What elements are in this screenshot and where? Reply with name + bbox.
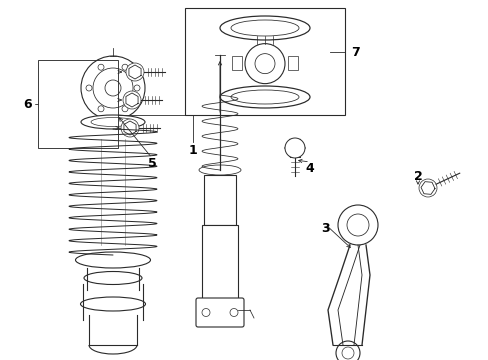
Circle shape: [229, 309, 238, 316]
Bar: [231, 56, 242, 69]
Ellipse shape: [199, 165, 241, 175]
Circle shape: [341, 347, 353, 359]
Circle shape: [289, 143, 299, 153]
Text: 6: 6: [23, 98, 32, 111]
Circle shape: [254, 54, 274, 74]
Circle shape: [98, 106, 104, 112]
Ellipse shape: [84, 271, 142, 284]
Polygon shape: [123, 121, 136, 135]
Text: 1: 1: [188, 144, 197, 157]
Circle shape: [122, 106, 128, 112]
Text: 2: 2: [413, 170, 422, 183]
Circle shape: [81, 56, 145, 120]
Text: 3: 3: [320, 221, 328, 234]
Ellipse shape: [75, 252, 150, 268]
Bar: [38, 60, 118, 148]
Ellipse shape: [81, 115, 145, 129]
Bar: [184, 8, 345, 115]
Circle shape: [134, 85, 140, 91]
Circle shape: [121, 119, 139, 137]
Circle shape: [244, 44, 285, 84]
Circle shape: [93, 68, 133, 108]
Circle shape: [202, 309, 209, 316]
Circle shape: [86, 85, 92, 91]
Circle shape: [335, 341, 359, 360]
Bar: [203, 175, 236, 225]
Ellipse shape: [91, 117, 135, 126]
Ellipse shape: [230, 90, 298, 104]
Circle shape: [122, 64, 128, 70]
Bar: [287, 56, 297, 69]
Text: 4: 4: [305, 162, 314, 175]
Bar: [202, 225, 238, 300]
Ellipse shape: [220, 86, 309, 108]
Polygon shape: [129, 65, 141, 79]
Circle shape: [123, 91, 141, 109]
Polygon shape: [420, 182, 434, 194]
Ellipse shape: [230, 20, 298, 36]
Circle shape: [337, 205, 377, 245]
Circle shape: [418, 179, 436, 197]
Ellipse shape: [220, 16, 309, 40]
Text: 7: 7: [350, 45, 359, 59]
Circle shape: [105, 80, 121, 96]
Circle shape: [346, 214, 368, 236]
Text: 5: 5: [147, 157, 156, 170]
Ellipse shape: [81, 297, 145, 311]
FancyBboxPatch shape: [196, 298, 244, 327]
Polygon shape: [126, 93, 138, 107]
Circle shape: [98, 64, 104, 70]
Circle shape: [285, 138, 305, 158]
Circle shape: [126, 63, 143, 81]
